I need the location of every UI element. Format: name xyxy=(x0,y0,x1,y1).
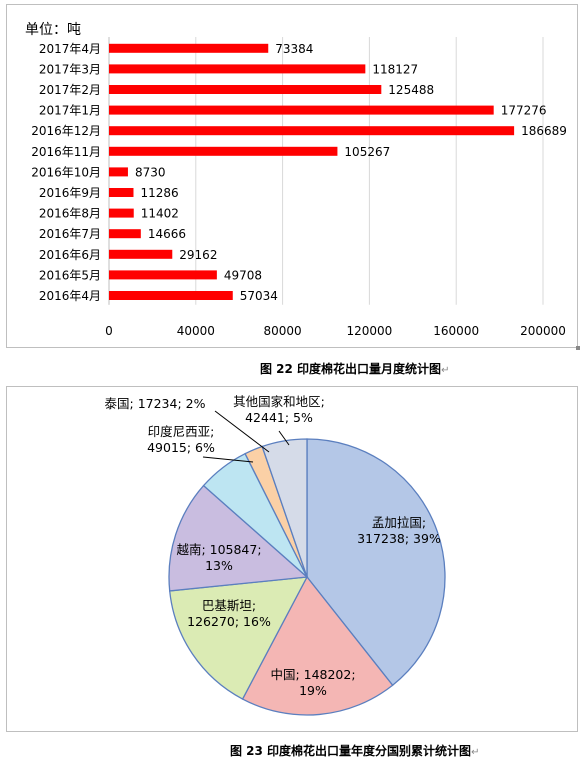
pie-slice xyxy=(306,438,446,687)
slice-label: 13% xyxy=(205,558,233,573)
slice-label: 孟加拉国; xyxy=(372,515,426,530)
slice-label: 中国; 148202; xyxy=(270,667,355,682)
bar xyxy=(109,270,217,280)
data-label: 11286 xyxy=(140,186,178,200)
category-label: 2016年8月 xyxy=(39,207,101,221)
category-label: 2016年10月 xyxy=(31,165,101,179)
paragraph-mark-icon: ↵ xyxy=(441,365,450,376)
category-label: 2016年6月 xyxy=(39,248,101,262)
category-label: 2017年3月 xyxy=(39,62,101,76)
category-label: 2016年9月 xyxy=(39,186,101,200)
category-label: 2016年7月 xyxy=(39,227,101,241)
leader-line xyxy=(202,456,254,463)
data-label: 14666 xyxy=(148,227,186,241)
pie-chart-panel: 孟加拉国; 317238; 39% 中国; 148202; 19% 巴基斯坦; 12627… xyxy=(6,386,578,732)
leader-line xyxy=(214,410,270,453)
x-tick-label: 80000 xyxy=(264,324,302,338)
slice-label: 印度尼西亚; xyxy=(148,424,215,439)
bar xyxy=(109,229,141,239)
unit-label: 单位：吨 xyxy=(25,22,81,38)
data-label: 8730 xyxy=(135,165,166,179)
data-label: 186689 xyxy=(521,124,567,138)
x-tick-label: 0 xyxy=(105,324,113,338)
slice-label: 越南; 105847; xyxy=(176,542,261,557)
bar xyxy=(109,249,173,259)
leader-line xyxy=(278,430,290,446)
data-label: 73384 xyxy=(275,42,313,56)
data-label: 49708 xyxy=(224,268,262,282)
data-label: 125488 xyxy=(388,83,434,97)
x-tick-label: 120000 xyxy=(346,324,392,338)
data-label: 105267 xyxy=(344,145,390,159)
category-label: 2016年12月 xyxy=(31,124,101,138)
data-label: 177276 xyxy=(501,104,547,118)
data-label: 57034 xyxy=(240,289,278,303)
data-label: 29162 xyxy=(179,248,217,262)
bar-chart-caption-text: 图 22 印度棉花出口量月度统计图 xyxy=(260,362,442,376)
pie-chart-caption: 图 23 印度棉花出口量年度分国别累计统计图↵ xyxy=(230,742,479,759)
pie-chart: 孟加拉国;317238; 39% 中国; 148202;19% 巴基斯坦;12627… xyxy=(105,394,446,716)
bar xyxy=(109,167,128,177)
bar xyxy=(109,64,366,74)
bar xyxy=(109,188,134,197)
slice-label: 42441; 5% xyxy=(245,410,313,425)
bar xyxy=(109,105,494,115)
pie-slice xyxy=(168,576,309,700)
slice-label: 49015; 6% xyxy=(147,440,215,455)
slice-label: 126270; 16% xyxy=(187,614,271,629)
category-label: 2017年1月 xyxy=(39,104,101,118)
category-label: 2017年4月 xyxy=(39,42,101,56)
bar xyxy=(109,85,382,94)
bar-chart-caption: 图 22 印度棉花出口量月度统计图↵ xyxy=(260,360,449,377)
pie-slice xyxy=(168,484,309,592)
category-label: 2017年2月 xyxy=(39,83,101,97)
x-tick-label: 40000 xyxy=(177,324,215,338)
bar xyxy=(109,43,269,53)
slice-label: 317238; 39% xyxy=(357,531,441,546)
pie-chart-caption-text: 图 23 印度棉花出口量年度分国别累计统计图 xyxy=(230,744,472,758)
slice-label: 其他国家和地区; xyxy=(233,394,325,409)
category-label: 2016年11月 xyxy=(31,145,101,159)
paragraph-mark-icon: ↵ xyxy=(471,747,480,758)
bar-chart-panel: 单位：吨 0 40000 80000 120000 160000 200000 2017年4… xyxy=(6,4,578,348)
category-label: 2016年5月 xyxy=(39,268,101,282)
data-label: 11402 xyxy=(141,207,179,221)
category-label: 2016年4月 xyxy=(39,289,101,303)
bar-chart: 0 40000 80000 120000 160000 200000 2017年4月 7338… xyxy=(31,37,567,338)
pie-slice xyxy=(241,575,394,716)
bar xyxy=(109,146,338,156)
bar xyxy=(109,126,515,136)
slice-label: 泰国; 17234; 2% xyxy=(105,396,206,411)
resize-handle[interactable] xyxy=(576,346,580,350)
x-tick-label: 160000 xyxy=(433,324,479,338)
data-label: 118127 xyxy=(372,62,418,76)
bar xyxy=(109,291,233,300)
x-tick-label: 200000 xyxy=(520,324,566,338)
slice-label: 19% xyxy=(299,683,327,698)
bar xyxy=(109,208,134,218)
slice-label: 巴基斯坦; xyxy=(202,598,256,613)
